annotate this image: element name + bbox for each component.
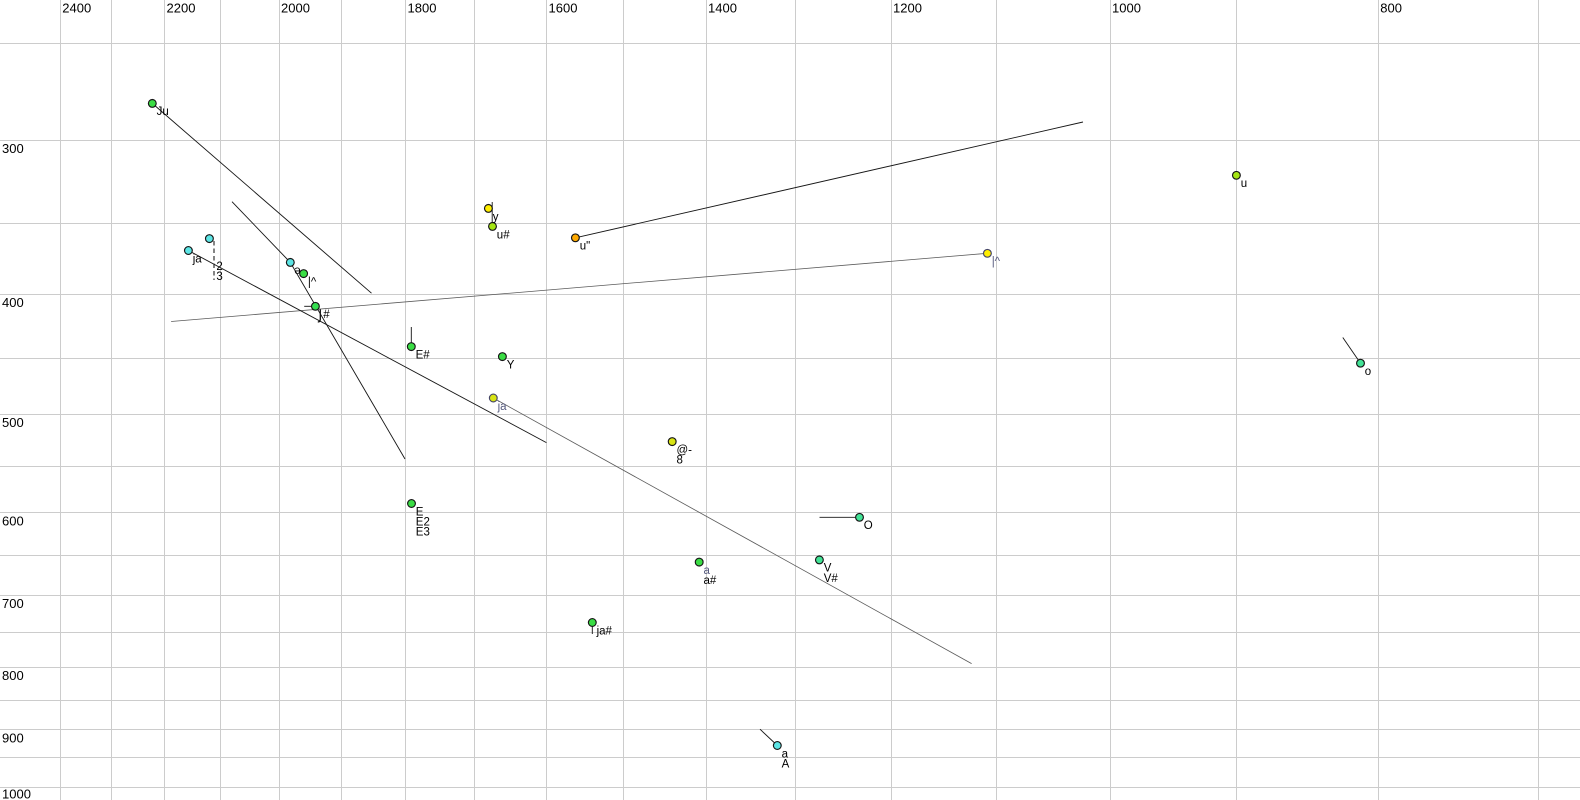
svg-text:O: O [864, 520, 873, 532]
svg-text:500: 500 [2, 415, 24, 430]
svg-text:2400: 2400 [62, 1, 91, 16]
svg-text:|^: |^ [308, 276, 317, 288]
svg-text:V#: V# [824, 573, 839, 585]
svg-text:E: E [416, 506, 424, 518]
svg-text:u#: u# [497, 229, 510, 241]
svg-text:e: e [294, 265, 300, 277]
svg-text:600: 600 [2, 514, 24, 529]
svg-text:2000: 2000 [281, 1, 310, 16]
svg-text:1200: 1200 [893, 1, 922, 16]
svg-text:800: 800 [1380, 1, 1402, 16]
svg-text:800: 800 [2, 668, 24, 683]
svg-text:1400: 1400 [708, 1, 737, 16]
svg-text:a#: a# [704, 575, 717, 587]
svg-text:8: 8 [677, 455, 683, 467]
svg-text:1600: 1600 [549, 1, 578, 16]
svg-text:#: # [323, 309, 330, 321]
svg-text:Y: Y [507, 360, 515, 372]
svg-text:a: a [704, 565, 711, 577]
svg-text:u": u" [580, 241, 590, 253]
svg-text:1000: 1000 [2, 787, 31, 800]
svg-text:ja#: ja# [596, 625, 613, 637]
svg-text:u: u [1241, 178, 1247, 190]
svg-text:3: 3 [216, 271, 222, 283]
svg-text:|^: |^ [992, 256, 1001, 268]
svg-text:900: 900 [2, 731, 24, 746]
svg-text:ja: ja [192, 253, 203, 265]
svg-text:a: a [782, 748, 789, 760]
svg-text:o: o [1365, 366, 1371, 378]
svg-text:300: 300 [2, 141, 24, 156]
svg-text:2: 2 [216, 261, 222, 273]
svg-text:V: V [824, 563, 832, 575]
svg-text:E3: E3 [416, 526, 430, 538]
svg-text:ja: ja [497, 401, 508, 413]
svg-text:A: A [782, 759, 790, 771]
svg-text:y: y [493, 211, 499, 223]
svg-text:1000: 1000 [1112, 1, 1141, 16]
svg-text:E2: E2 [416, 517, 430, 529]
svg-text:1800: 1800 [408, 1, 437, 16]
svg-text:2200: 2200 [167, 1, 196, 16]
svg-text:E#: E# [416, 350, 431, 362]
svg-text:@-: @- [677, 445, 693, 457]
svg-text:700: 700 [2, 596, 24, 611]
svg-text:400: 400 [2, 295, 24, 310]
svg-text:Ju: Ju [157, 106, 169, 118]
